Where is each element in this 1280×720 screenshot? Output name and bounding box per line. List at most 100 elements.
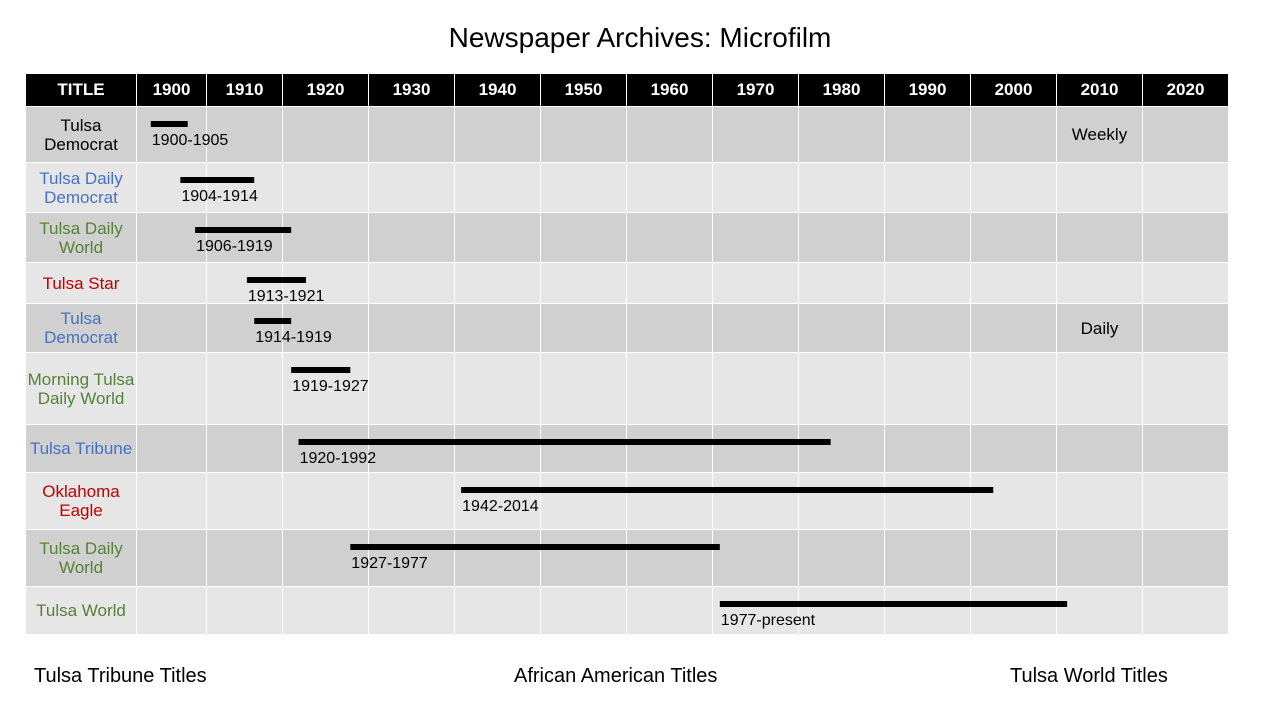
decade-cell (282, 303, 369, 353)
decade-cell (282, 106, 369, 163)
decade-cell (136, 529, 207, 587)
decade-cell (712, 352, 799, 425)
decade-cell (136, 262, 207, 304)
decade-cell (540, 586, 627, 635)
legend-tulsa-world-titles: Tulsa World Titles (1010, 665, 1168, 687)
decade-cell (626, 106, 713, 163)
decade-cell (884, 262, 971, 304)
decade-cell (712, 162, 799, 213)
decade-cell (540, 472, 627, 530)
decade-cell (454, 212, 541, 263)
decade-cell (1056, 424, 1143, 473)
decade-cell (798, 106, 885, 163)
table-row: Tulsa Democrat Weekly (25, 106, 1229, 163)
decade-cell (798, 529, 885, 587)
decade-cell (1142, 352, 1229, 425)
decade-cell (884, 212, 971, 263)
decade-cell (1142, 212, 1229, 263)
decade-cell (1056, 472, 1143, 530)
decade-cell (712, 262, 799, 304)
table-row: Oklahoma Eagle (25, 472, 1229, 530)
header-row: TITLE 1900 1910 1920 1930 1940 1950 1960… (25, 73, 1229, 107)
legend-african-american-titles: African American Titles (514, 665, 718, 687)
header-decade: 2010 (1056, 73, 1143, 107)
row-note: Daily (1056, 303, 1143, 353)
decade-cell (540, 352, 627, 425)
decade-cell (282, 424, 369, 473)
row-note: Weekly (1056, 106, 1143, 163)
table-row: Tulsa Star (25, 262, 1229, 304)
decade-cell (540, 529, 627, 587)
decade-cell (1142, 586, 1229, 635)
decade-cell (540, 303, 627, 353)
header-decade: 1990 (884, 73, 971, 107)
header-decade: 1930 (368, 73, 455, 107)
decade-cell (206, 162, 283, 213)
decade-cell (368, 262, 455, 304)
decade-cell (1056, 352, 1143, 425)
header-decade: 1920 (282, 73, 369, 107)
decade-cell (970, 162, 1057, 213)
decade-cell (136, 162, 207, 213)
decade-cell (970, 424, 1057, 473)
decade-cell (712, 424, 799, 473)
decade-cell (884, 303, 971, 353)
decade-cell (626, 352, 713, 425)
legend-tribune-titles: Tulsa Tribune Titles (34, 665, 207, 687)
decade-cell (1056, 212, 1143, 263)
decade-cell (1056, 529, 1143, 587)
decade-cell (626, 472, 713, 530)
table-row: Tulsa World (25, 586, 1229, 635)
row-title: Tulsa Tribune (25, 424, 137, 473)
decade-cell (206, 212, 283, 263)
decade-cell (626, 303, 713, 353)
page-title: Newspaper Archives: Microfilm (448, 22, 832, 53)
row-title: Tulsa World (25, 586, 137, 635)
decade-cell (282, 472, 369, 530)
table-row: Tulsa Daily World (25, 529, 1229, 587)
decade-cell (798, 472, 885, 530)
decade-cell (970, 303, 1057, 353)
decade-cell (712, 106, 799, 163)
decade-cell (368, 424, 455, 473)
decade-cell (970, 106, 1057, 163)
decade-cell (368, 352, 455, 425)
decade-cell (626, 586, 713, 635)
decade-cell (970, 586, 1057, 635)
decade-cell (626, 162, 713, 213)
decade-cell (798, 212, 885, 263)
row-title: Morning Tulsa Daily World (25, 352, 137, 425)
decade-cell (798, 586, 885, 635)
table-row: Morning Tulsa Daily World (25, 352, 1229, 425)
decade-cell (454, 303, 541, 353)
decade-cell (136, 303, 207, 353)
header-decade: 1940 (454, 73, 541, 107)
decade-cell (282, 352, 369, 425)
decade-cell (712, 472, 799, 530)
decade-cell (884, 424, 971, 473)
row-title: Tulsa Democrat (25, 303, 137, 353)
decade-cell (454, 424, 541, 473)
decade-cell (1142, 472, 1229, 530)
header-title: TITLE (25, 73, 137, 107)
decade-cell (1142, 162, 1229, 213)
decade-cell (970, 212, 1057, 263)
header-decade: 1910 (206, 73, 283, 107)
decade-cell (282, 529, 369, 587)
decade-cell (454, 262, 541, 304)
header-decade: 1970 (712, 73, 799, 107)
decade-cell (206, 424, 283, 473)
decade-cell (206, 586, 283, 635)
row-title: Tulsa Daily World (25, 529, 137, 587)
decade-cell (798, 303, 885, 353)
decade-cell (454, 529, 541, 587)
decade-cell (206, 262, 283, 304)
decade-cell (454, 472, 541, 530)
decade-cell (540, 162, 627, 213)
header-decade: 1900 (136, 73, 207, 107)
table-row: Tulsa Tribune (25, 424, 1229, 473)
decade-cell (206, 106, 283, 163)
decade-cell (1142, 262, 1229, 304)
header-decade: 2020 (1142, 73, 1229, 107)
decade-cell (626, 262, 713, 304)
